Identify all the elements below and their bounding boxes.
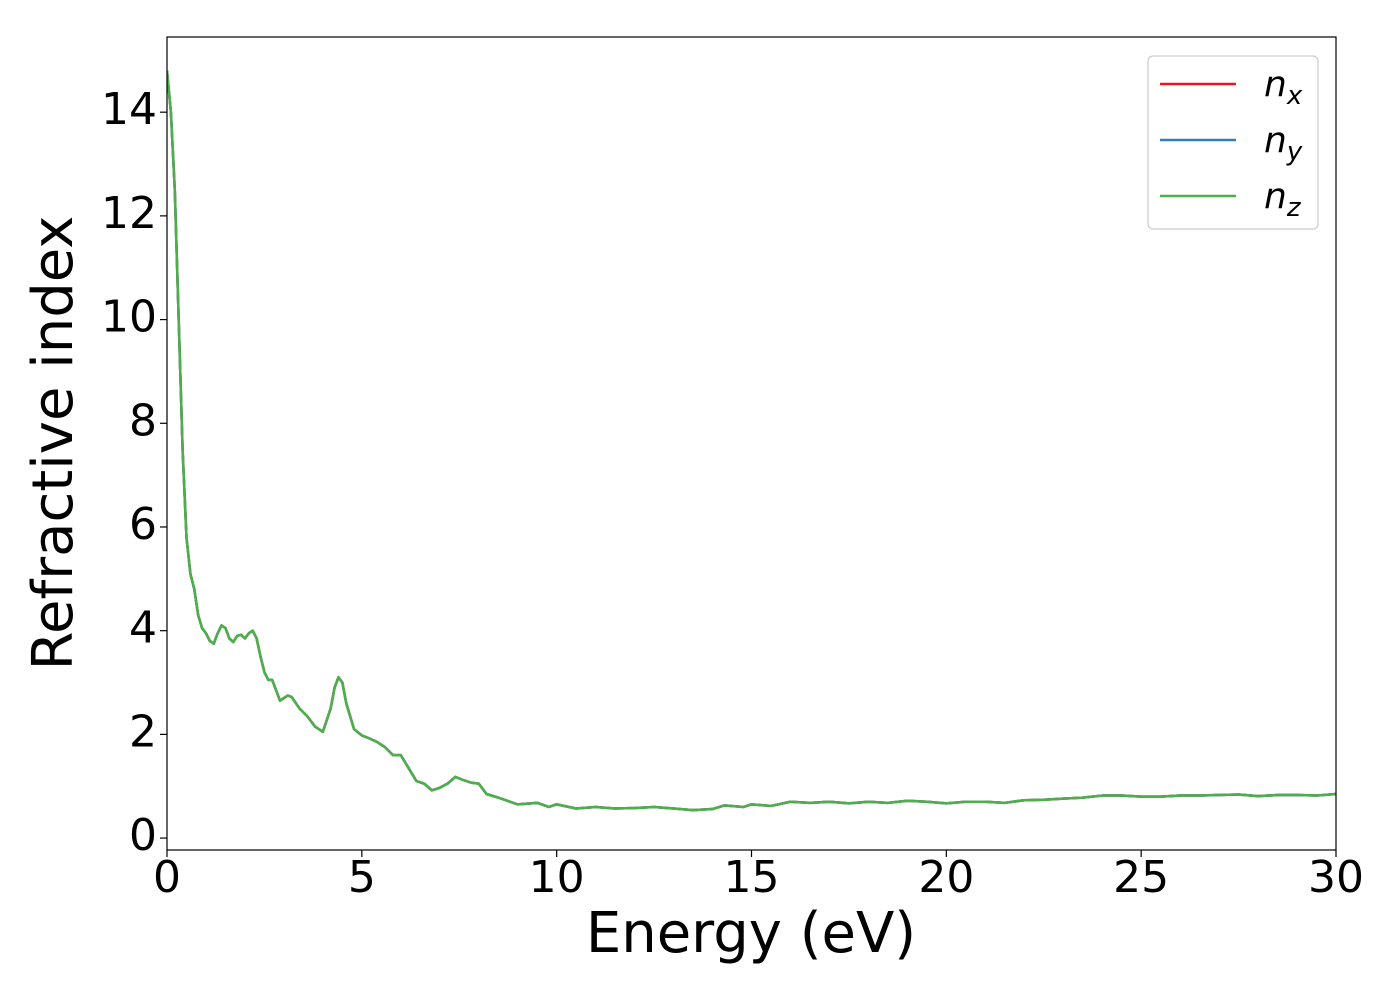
y-tick-label: 8 <box>129 395 157 446</box>
y-tick-label: 10 <box>101 292 157 343</box>
x-tick-label: 5 <box>348 852 376 903</box>
legend-box <box>1147 55 1319 230</box>
x-tick-label: 20 <box>918 852 974 903</box>
x-tick-label: 25 <box>1113 852 1169 903</box>
legend-label: ny <box>1264 120 1303 167</box>
y-tick-label: 2 <box>129 706 157 757</box>
x-tick-label: 0 <box>153 852 181 903</box>
x-tick-label: 30 <box>1308 852 1364 903</box>
y-tick-label: 6 <box>129 499 157 550</box>
y-tick-label: 14 <box>101 84 157 135</box>
legend-label: nx <box>1264 64 1303 111</box>
y-axis-label: Refractive index <box>21 216 86 671</box>
y-tick-label: 4 <box>129 603 157 654</box>
y-tick-label: 12 <box>101 188 157 239</box>
x-axis-label: Energy (eV) <box>586 901 916 966</box>
line-series <box>167 70 1336 812</box>
plot-frame <box>166 36 1337 851</box>
legend-label: nz <box>1264 176 1302 223</box>
x-tick-label: 10 <box>529 852 585 903</box>
plot-area <box>167 37 1336 850</box>
y-tick-label: 0 <box>129 810 157 861</box>
x-tick-label: 15 <box>724 852 780 903</box>
